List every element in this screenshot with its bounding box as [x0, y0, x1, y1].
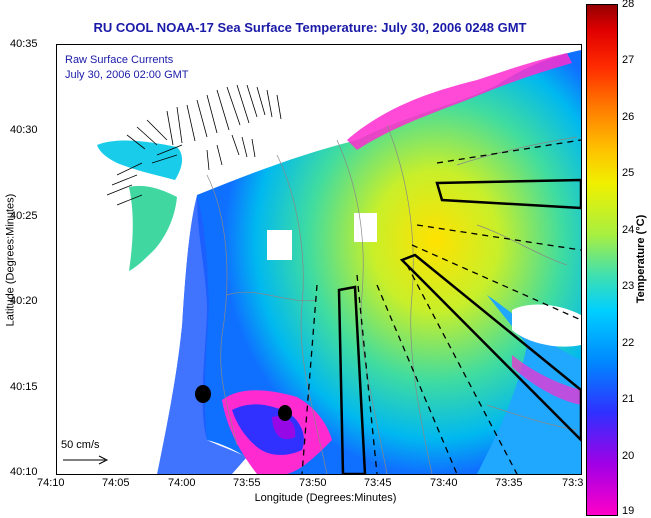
y-tick: 40:10: [10, 466, 38, 478]
y-tick: 40:25: [10, 210, 38, 222]
x-tick: 74:05: [102, 477, 130, 489]
colorbar-tick: 27: [622, 54, 635, 66]
x-tick: 73:55: [233, 477, 261, 489]
land-inlet: [97, 140, 183, 180]
colorbar-tick: 23: [622, 280, 635, 292]
colorbar-tick: 24: [622, 224, 635, 236]
map-title: RU COOL NOAA-17 Sea Surface Temperature:…: [93, 20, 527, 35]
colorbar-tick: 20: [622, 450, 635, 462]
current-vectors: [106, 84, 282, 206]
north-rim: [347, 53, 572, 150]
x-tick: 73:40: [430, 477, 458, 489]
colorbar-tick: 21: [622, 393, 635, 405]
land-inlet: [129, 185, 177, 271]
station-marker: [278, 405, 292, 421]
cloud-gap: [354, 213, 377, 242]
x-axis-label: Longitude (Degrees:Minutes): [254, 492, 397, 504]
x-tick: 74:10: [37, 477, 65, 489]
scale-label: 50 cm/s: [61, 439, 100, 451]
overlay-line-2: July 30, 2006 02:00 GMT: [65, 69, 189, 81]
scale-arrow: [63, 455, 109, 465]
sst-map: Raw Surface Currents July 30, 2006 02:00…: [56, 44, 582, 475]
y-tick: 40:15: [10, 381, 38, 393]
cloud-gap: [512, 304, 581, 347]
station-marker: [195, 385, 211, 403]
cold-coastal-band: [157, 195, 247, 474]
y-tick: 40:30: [10, 124, 38, 136]
y-tick: 40:35: [10, 38, 38, 50]
sst-ocean-field: [197, 50, 581, 474]
overlay-line-1: Raw Surface Currents: [65, 54, 174, 66]
colorbar-tick: 22: [622, 337, 635, 349]
colorbar-title: Temperature (°C): [635, 214, 647, 304]
study-boxes: [337, 178, 581, 474]
dashed-transects: [301, 139, 581, 474]
x-tick: 73:45: [364, 477, 392, 489]
y-tick: 40:20: [10, 295, 38, 307]
x-tick: 74:00: [168, 477, 196, 489]
cloud-gap: [267, 230, 292, 260]
colorbar-tick: 26: [622, 111, 635, 123]
colorbar-tick: 25: [622, 167, 635, 179]
colorbar: [586, 4, 618, 516]
x-tick: 73:35: [495, 477, 523, 489]
overlay-legend: Raw Surface Currents July 30, 2006 02:00…: [65, 53, 189, 83]
colorbar-tick: 28: [622, 0, 635, 10]
cold-pocket: [272, 416, 296, 440]
colorbar-tick: 19: [622, 505, 635, 517]
sst-map-canvas: [57, 45, 581, 474]
east-cold-band: [512, 355, 581, 405]
x-tick: 73:50: [299, 477, 327, 489]
east-cold-band: [477, 295, 581, 474]
x-tick: 73:3: [562, 477, 584, 489]
